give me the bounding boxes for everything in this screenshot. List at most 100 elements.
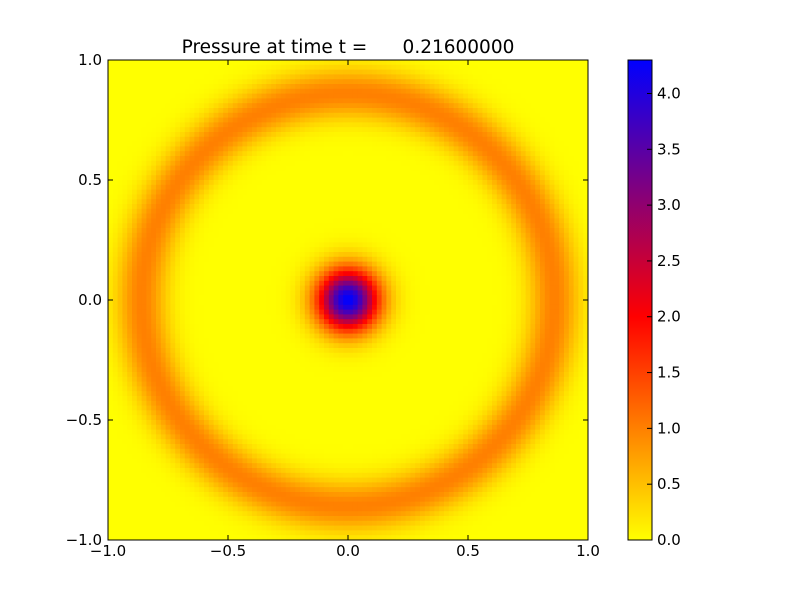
heatmap-cell (324, 165, 330, 171)
heatmap-cell (386, 103, 392, 109)
heatmap-cell (381, 136, 387, 142)
heatmap-cell (180, 295, 186, 301)
heatmap-cell (511, 108, 517, 114)
heatmap-cell (108, 136, 114, 142)
heatmap-cell (165, 170, 171, 176)
heatmap-cell (213, 93, 219, 99)
heatmap-cell (242, 69, 248, 75)
heatmap-cell (199, 84, 205, 90)
heatmap-cell (424, 184, 430, 190)
heatmap-cell (333, 122, 339, 128)
heatmap-cell (285, 223, 291, 229)
heatmap-cell (396, 280, 402, 286)
heatmap-cell (165, 122, 171, 128)
heatmap-cell (266, 252, 272, 258)
heatmap-cell (506, 60, 512, 66)
heatmap-cell (165, 69, 171, 75)
heatmap-cell (568, 132, 574, 138)
heatmap-cell (410, 280, 416, 286)
heatmap-cell (319, 103, 325, 109)
heatmap-cell (242, 290, 248, 296)
heatmap-cell (338, 266, 344, 272)
heatmap-cell (256, 165, 262, 171)
heatmap-cell (578, 276, 584, 282)
heatmap-cell (156, 180, 162, 186)
heatmap-cell (136, 69, 142, 75)
heatmap-cell (568, 208, 574, 214)
heatmap-cell (151, 146, 157, 152)
heatmap-cell (165, 160, 171, 166)
heatmap-cell (189, 252, 195, 258)
heatmap-cell (482, 156, 488, 162)
heatmap-cell (381, 103, 387, 109)
heatmap-cell (175, 189, 181, 195)
heatmap-cell (170, 93, 176, 99)
heatmap-cell (477, 252, 483, 258)
heatmap-cell (132, 160, 138, 166)
heatmap-cell (448, 74, 454, 80)
heatmap-cell (112, 276, 118, 282)
heatmap-cell (276, 271, 282, 277)
heatmap-cell (386, 117, 392, 123)
heatmap-cell (208, 180, 214, 186)
heatmap-cell (122, 98, 128, 104)
heatmap-cell (564, 256, 570, 262)
heatmap-cell (228, 132, 234, 138)
heatmap-cell (487, 194, 493, 200)
heatmap-cell (266, 213, 272, 219)
heatmap-cell (372, 151, 378, 157)
heatmap-cell (338, 88, 344, 94)
heatmap-cell (261, 79, 267, 85)
heatmap-cell (487, 64, 493, 70)
heatmap-cell (141, 242, 147, 248)
heatmap-cell (434, 103, 440, 109)
heatmap-cell (271, 252, 277, 258)
heatmap-cell (583, 160, 589, 166)
heatmap-cell (112, 151, 118, 157)
heatmap-cell (492, 184, 498, 190)
heatmap-cell (506, 156, 512, 162)
heatmap-cell (439, 199, 445, 205)
heatmap-cell (108, 103, 114, 109)
heatmap-cell (112, 256, 118, 262)
heatmap-cell (319, 271, 325, 277)
heatmap-cell (295, 242, 301, 248)
heatmap-cell (146, 280, 152, 286)
heatmap-cell (348, 84, 354, 90)
heatmap-cell (520, 184, 526, 190)
heatmap-cell (458, 170, 464, 176)
heatmap-cell (448, 60, 454, 66)
heatmap-cell (141, 136, 147, 142)
heatmap-cell (237, 247, 243, 253)
heatmap-cell (511, 74, 517, 80)
heatmap-cell (429, 151, 435, 157)
heatmap-cell (376, 69, 382, 75)
heatmap-cell (444, 280, 450, 286)
heatmap-cell (578, 112, 584, 118)
heatmap-cell (141, 189, 147, 195)
heatmap-cell (568, 276, 574, 282)
heatmap-cell (564, 146, 570, 152)
heatmap-cell (410, 160, 416, 166)
heatmap-cell (237, 223, 243, 229)
heatmap-cell (448, 204, 454, 210)
heatmap-cell (535, 108, 541, 114)
heatmap-cell (578, 280, 584, 286)
heatmap-cell (506, 261, 512, 267)
heatmap-cell (309, 204, 315, 210)
heatmap-cell (261, 266, 267, 272)
heatmap-cell (482, 84, 488, 90)
heatmap-cell (549, 175, 555, 181)
heatmap-cell (160, 208, 166, 214)
heatmap-cell (304, 117, 310, 123)
heatmap-cell (199, 141, 205, 147)
heatmap-cell (223, 165, 229, 171)
heatmap-cell (520, 189, 526, 195)
heatmap-cell (156, 69, 162, 75)
heatmap-cell (261, 213, 267, 219)
heatmap-cell (405, 232, 411, 238)
heatmap-cell (338, 189, 344, 195)
heatmap-cell (501, 223, 507, 229)
heatmap-cell (381, 266, 387, 272)
heatmap-cell (376, 252, 382, 258)
